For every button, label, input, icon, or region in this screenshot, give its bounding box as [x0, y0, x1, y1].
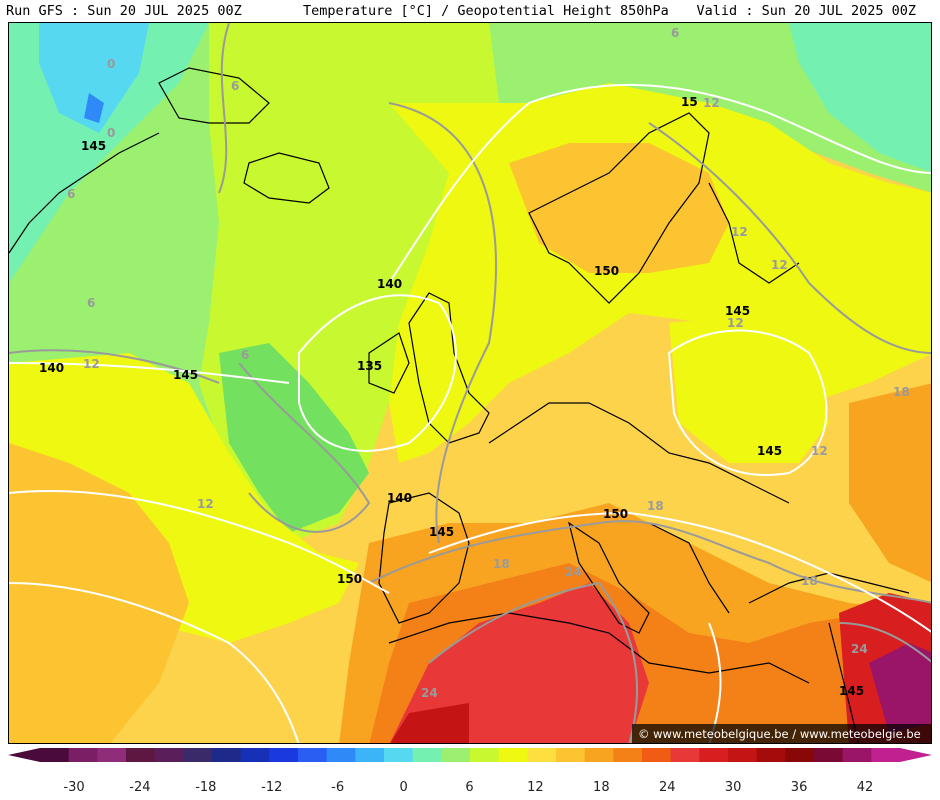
color-scale-cell: [441, 748, 471, 762]
scale-arrow-left: [8, 748, 40, 762]
height-label: 145: [839, 684, 864, 698]
temp-label: 12: [731, 225, 748, 239]
run-label: Run GFS : Sun 20 JUL 2025 00Z: [6, 3, 242, 19]
map-title: Temperature [°C] / Geopotential Height 8…: [303, 3, 669, 19]
color-scale-cell: [527, 748, 557, 762]
color-scale-tick-label: 12: [527, 780, 544, 795]
temp-label: 0: [107, 126, 115, 140]
color-scale-cell: [556, 748, 586, 762]
temperature-field: [9, 23, 931, 743]
color-scale-cell: [728, 748, 758, 762]
height-label: 150: [603, 507, 628, 521]
color-scale-cell: [97, 748, 127, 762]
color-scale-cell: [670, 748, 700, 762]
color-scale-cell: [68, 748, 98, 762]
height-label: 145: [725, 304, 750, 318]
temp-label: 6: [671, 26, 679, 40]
height-labels: 145 15 140 135 145 150 145 145 140 145 1…: [39, 95, 864, 698]
color-scale-cell: [699, 748, 729, 762]
color-scale-tick-label: 30: [725, 780, 742, 795]
scale-arrow-right: [900, 748, 932, 762]
temp-label: 24: [565, 565, 582, 579]
height-label: 135: [357, 359, 382, 373]
temp-label: 18: [801, 574, 818, 588]
color-scale-cell: [756, 748, 786, 762]
color-scale-cell: [842, 748, 872, 762]
color-scale-cell: [240, 748, 270, 762]
color-scale-tick-label: 6: [465, 780, 473, 795]
color-scale-cell: [785, 748, 815, 762]
height-label: 140: [39, 361, 64, 375]
temp-label: 12: [83, 357, 100, 371]
color-scale-cell: [126, 748, 156, 762]
color-scale-cells: [40, 748, 901, 762]
temp-label: 6: [67, 187, 75, 201]
height-label: 150: [594, 264, 619, 278]
color-scale-tick-label: -24: [129, 780, 150, 795]
temp-label: 6: [87, 296, 95, 310]
temp-label: 12: [703, 96, 720, 110]
temp-label: 18: [893, 385, 910, 399]
color-scale-cell: [326, 748, 356, 762]
height-label: 145: [81, 139, 106, 153]
valid-time-label: Valid : Sun 20 JUL 2025 00Z: [696, 3, 916, 19]
temp-label: 12: [197, 497, 214, 511]
height-label: 15: [681, 95, 698, 109]
color-scale-cell: [384, 748, 414, 762]
height-label: 140: [377, 277, 402, 291]
credit-label: © www.meteobelgique.be / www.meteobelgie…: [632, 724, 932, 744]
color-scale-tick-label: -12: [261, 780, 282, 795]
height-label: 145: [173, 368, 198, 382]
color-scale-tick-label: 24: [659, 780, 676, 795]
color-scale-tick-label: -18: [195, 780, 216, 795]
color-scale-tick-label: -30: [63, 780, 84, 795]
color-scale-tick-label: 18: [593, 780, 610, 795]
color-scale-cell: [269, 748, 299, 762]
color-scale-cell: [584, 748, 614, 762]
color-scale-cell: [498, 748, 528, 762]
color-scale-cell: [871, 748, 901, 762]
height-label: 140: [387, 491, 412, 505]
color-scale-tick-label: 42: [857, 780, 874, 795]
temp-label: 24: [421, 686, 438, 700]
color-scale-cell: [412, 748, 442, 762]
color-scale-cell: [642, 748, 672, 762]
height-label: 145: [757, 444, 782, 458]
color-scale-cell: [40, 748, 70, 762]
temp-label: 18: [647, 499, 664, 513]
color-scale-cell: [212, 748, 242, 762]
color-scale-cell: [298, 748, 328, 762]
color-scale-cell: [355, 748, 385, 762]
color-scale-cell: [613, 748, 643, 762]
temp-label: 6: [231, 79, 239, 93]
temperature-labels: 6 0 0 6 6 12 6 12 12 12 6 12 18 12 18 12…: [67, 26, 910, 700]
color-scale-tick-label: 0: [399, 780, 407, 795]
color-scale-tick-label: -6: [331, 780, 344, 795]
color-scale-ticks: -30 -24 -18 -12 -6 0 6 12 18 24 30 36 42: [63, 780, 873, 795]
temp-label: 12: [727, 316, 744, 330]
color-scale-cell: [183, 748, 213, 762]
temp-label: 12: [771, 258, 788, 272]
isotherms: [9, 23, 931, 743]
height-label: 145: [429, 525, 454, 539]
color-scale-cell: [470, 748, 500, 762]
height-label: 150: [337, 572, 362, 586]
color-scale: -30 -24 -18 -12 -6 0 6 12 18 24 30 36 42: [8, 748, 932, 795]
color-scale-cell: [814, 748, 844, 762]
color-scale-cell: [154, 748, 184, 762]
temp-label: 24: [851, 642, 868, 656]
height-isolines: [9, 83, 931, 743]
temp-label: 0: [107, 57, 115, 71]
color-scale-tick-label: 36: [791, 780, 808, 795]
temp-label: 18: [493, 557, 510, 571]
temp-label: 6: [241, 348, 249, 362]
temp-label: 12: [811, 444, 828, 458]
weather-map[interactable]: 145 15 140 135 145 150 145 145 140 145 1…: [8, 22, 932, 744]
